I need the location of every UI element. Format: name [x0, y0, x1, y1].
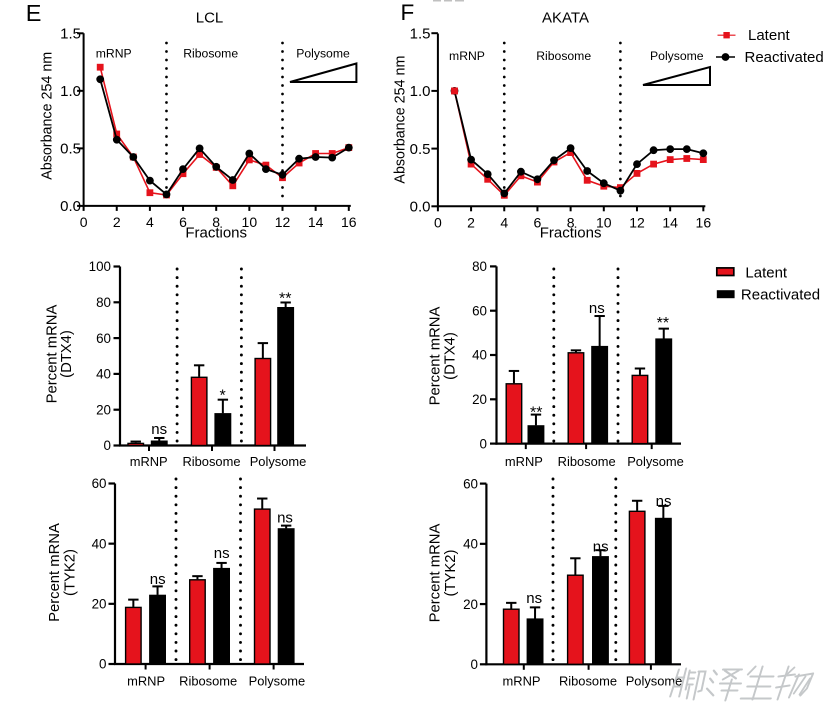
svg-text:100: 100	[89, 259, 111, 274]
svg-text:60: 60	[472, 303, 487, 318]
svg-text:1.5: 1.5	[60, 26, 81, 43]
svg-text:Absorbance 254 nm: Absorbance 254 nm	[39, 52, 55, 180]
svg-text:12: 12	[275, 214, 291, 230]
svg-text:16: 16	[341, 214, 357, 230]
svg-text:ns: ns	[526, 590, 542, 607]
svg-text:Ribosome: Ribosome	[179, 674, 237, 689]
svg-text:6: 6	[534, 215, 542, 231]
svg-text:1.0: 1.0	[60, 83, 81, 100]
svg-text:0: 0	[480, 436, 487, 451]
svg-text:ns: ns	[151, 421, 167, 438]
svg-text:14: 14	[662, 215, 678, 231]
svg-text:**: **	[657, 315, 669, 332]
svg-text:mRNP: mRNP	[96, 47, 132, 61]
svg-text:0.0: 0.0	[60, 198, 81, 215]
svg-text:40: 40	[472, 348, 487, 363]
svg-text:F: F	[401, 0, 415, 25]
svg-text:ns: ns	[214, 545, 230, 562]
svg-text:Percent mRNA: Percent mRNA	[45, 305, 61, 404]
svg-text:0.5: 0.5	[410, 141, 431, 158]
svg-text:Percent mRNA: Percent mRNA	[427, 307, 443, 406]
svg-text:60: 60	[92, 476, 107, 491]
svg-text:80: 80	[472, 259, 487, 274]
svg-text:4: 4	[146, 214, 154, 230]
svg-text:40: 40	[96, 367, 111, 382]
svg-text:80: 80	[96, 295, 111, 310]
svg-text:mRNP: mRNP	[503, 674, 541, 689]
svg-text:Polysome: Polysome	[650, 49, 704, 63]
svg-text:Absorbance 254 nm: Absorbance 254 nm	[393, 56, 409, 184]
svg-text:40: 40	[92, 536, 107, 551]
svg-text:60: 60	[463, 476, 478, 491]
svg-text:20: 20	[463, 597, 478, 612]
svg-text:10: 10	[596, 215, 612, 231]
svg-text:(TYK2): (TYK2)	[443, 550, 459, 597]
svg-text:Reactivated: Reactivated	[741, 287, 820, 304]
svg-text:Fractions: Fractions	[185, 224, 247, 241]
svg-text:Fractions: Fractions	[540, 225, 602, 242]
svg-text:(TYK2): (TYK2)	[63, 549, 79, 596]
svg-text:0: 0	[434, 215, 442, 231]
svg-text:Percent mRNA: Percent mRNA	[427, 524, 443, 623]
svg-text:0: 0	[471, 657, 478, 672]
svg-text:Ribosome: Ribosome	[536, 49, 591, 63]
svg-text:0: 0	[80, 214, 88, 230]
svg-text:2: 2	[113, 214, 121, 230]
svg-text:ns: ns	[150, 571, 166, 588]
svg-text:16: 16	[696, 215, 712, 231]
svg-text:14: 14	[308, 214, 324, 230]
svg-text:mRNP: mRNP	[130, 454, 168, 469]
svg-text:Ribosome: Ribosome	[558, 454, 616, 469]
svg-text:mRNP: mRNP	[505, 454, 543, 469]
svg-text:0.5: 0.5	[60, 141, 81, 158]
svg-text:Ribosome: Ribosome	[183, 47, 238, 61]
svg-text:1.0: 1.0	[410, 83, 431, 100]
svg-text:Polysome: Polysome	[626, 674, 683, 689]
svg-text:0: 0	[104, 438, 111, 453]
svg-text:ns: ns	[589, 300, 605, 317]
svg-text:Ribosome: Ribosome	[559, 674, 617, 689]
svg-text:20: 20	[472, 392, 487, 407]
svg-text:Polysome: Polysome	[296, 47, 350, 61]
svg-text:10: 10	[242, 214, 258, 230]
svg-text:Latent: Latent	[748, 27, 791, 44]
svg-text:8: 8	[567, 215, 575, 231]
svg-text:12: 12	[629, 215, 645, 231]
svg-text:6: 6	[179, 214, 187, 230]
svg-text:Latent: Latent	[745, 265, 788, 282]
svg-text:8: 8	[212, 214, 220, 230]
svg-text:2: 2	[467, 215, 475, 231]
svg-text:60: 60	[96, 331, 111, 346]
svg-text:ns: ns	[277, 510, 293, 527]
svg-text:4: 4	[500, 215, 508, 231]
svg-text:20: 20	[92, 597, 107, 612]
svg-text:ns: ns	[656, 493, 672, 510]
svg-text:mRNP: mRNP	[127, 674, 165, 689]
svg-text:*: *	[219, 387, 225, 404]
svg-text:0: 0	[99, 657, 106, 672]
svg-text:40: 40	[463, 537, 478, 552]
svg-text:**: **	[279, 291, 291, 308]
svg-text:AKATA: AKATA	[542, 10, 589, 27]
svg-text:E: E	[26, 0, 42, 26]
svg-text:**: **	[530, 405, 542, 422]
svg-text:LCL: LCL	[196, 10, 224, 27]
svg-text:Percent mRNA: Percent mRNA	[47, 523, 63, 622]
svg-text:1.5: 1.5	[410, 26, 431, 43]
svg-text:Ribosome: Ribosome	[182, 454, 240, 469]
svg-text:Polysome: Polysome	[249, 674, 306, 689]
svg-text:Reactivated: Reactivated	[745, 49, 824, 66]
svg-text:Polysome: Polysome	[250, 454, 307, 469]
svg-text:(DTX4): (DTX4)	[59, 330, 75, 378]
svg-text:(DTX4): (DTX4)	[442, 332, 458, 380]
svg-text:mRNP: mRNP	[449, 49, 485, 63]
svg-text:Polysome: Polysome	[627, 454, 684, 469]
svg-text:0.0: 0.0	[410, 199, 431, 216]
svg-text:20: 20	[96, 402, 111, 417]
svg-text:ns: ns	[593, 539, 609, 556]
